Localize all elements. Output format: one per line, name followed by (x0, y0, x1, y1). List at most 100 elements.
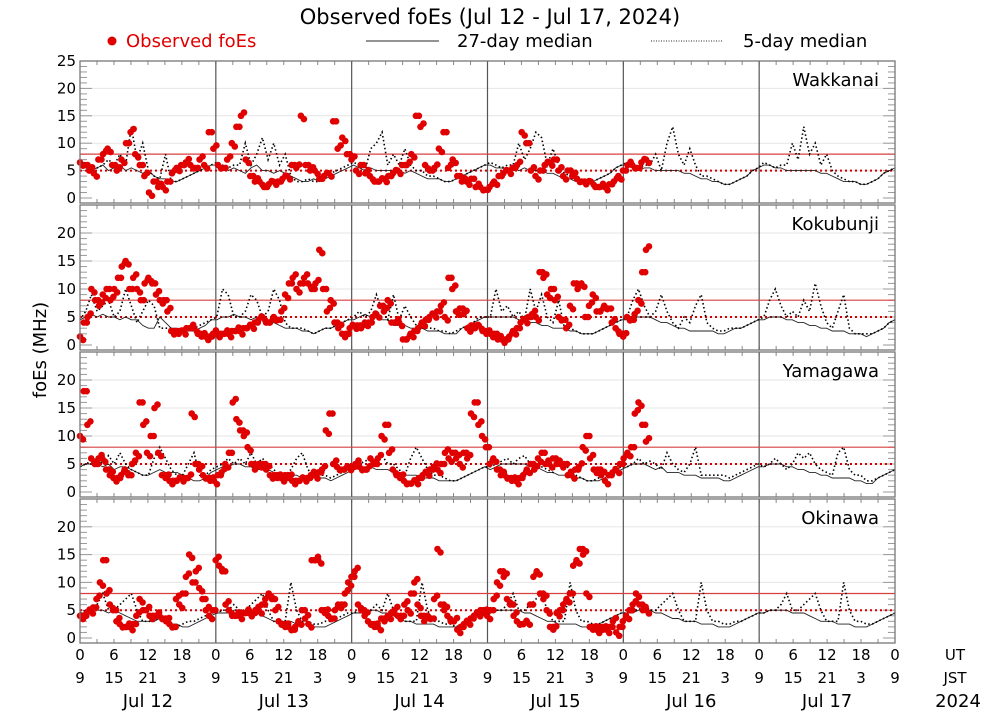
day-label: Jul 12 (122, 691, 173, 712)
observed-point (296, 161, 303, 168)
observed-point (116, 164, 124, 171)
y-tick-label: 20 (57, 518, 76, 536)
observed-point (562, 176, 570, 183)
observed-point (420, 120, 427, 127)
observed-point (645, 159, 653, 167)
observed-point (383, 178, 391, 186)
observed-point (515, 480, 522, 488)
observed-point (467, 328, 474, 335)
observed-point (329, 410, 336, 417)
observed-point (96, 592, 103, 599)
observed-point (92, 604, 100, 611)
y-tick-label: 5 (66, 308, 76, 326)
observed-point (556, 613, 563, 620)
y-tick-label: 20 (57, 79, 76, 97)
observed-point (227, 333, 235, 341)
y-tick-label: 10 (57, 427, 76, 445)
observed-point (88, 164, 96, 171)
observed-point (493, 181, 501, 189)
observed-point (337, 142, 345, 149)
observed-point (245, 159, 252, 167)
observed-point (434, 161, 441, 168)
observed-point (102, 458, 109, 466)
panel-okinawa: 0 5 10 15 20 Okinawa (57, 498, 896, 647)
observed-point (565, 321, 573, 329)
observed-point (550, 285, 558, 293)
jst-tick-label: 9 (483, 669, 493, 687)
ut-tick-label: 18 (308, 646, 327, 664)
observed-point (176, 167, 183, 175)
observed-point (167, 304, 174, 312)
observed-point (232, 395, 239, 403)
station-label: Kokubunji (792, 214, 879, 235)
observed-point (308, 624, 315, 631)
observed-point (478, 418, 485, 425)
observed-point (399, 471, 407, 478)
observed-point (563, 460, 571, 468)
observed-point (236, 123, 243, 131)
observed-point (342, 137, 349, 145)
observed-point (102, 556, 110, 564)
observed-point (288, 280, 296, 287)
y-tick-label: 10 (57, 134, 76, 152)
observed-point (486, 615, 494, 623)
observed-point (387, 615, 395, 623)
observed-point (443, 128, 450, 136)
observed-point (444, 317, 452, 324)
observed-point (553, 623, 560, 630)
observed-point (566, 599, 573, 606)
observed-point (383, 304, 391, 312)
observed-point (135, 452, 143, 460)
observed-point (191, 413, 198, 421)
ut-tick-label: 0 (483, 646, 493, 664)
observed-point (324, 606, 332, 613)
observed-point (490, 606, 497, 614)
jst-tick-label: 3 (449, 669, 459, 687)
observed-point (619, 623, 626, 631)
jst-tick-label: 9 (890, 669, 900, 687)
observed-point (99, 582, 107, 589)
ut-tick-label: 0 (754, 646, 764, 664)
observed-point (437, 469, 444, 477)
observed-point (388, 446, 396, 453)
observed-point (146, 452, 154, 460)
observed-point (301, 606, 309, 614)
observed-point (582, 447, 589, 454)
observed-point (202, 595, 209, 603)
observed-point (286, 176, 294, 183)
observed-point (240, 109, 248, 116)
panel-frame (79, 204, 896, 351)
observed-point (410, 333, 417, 341)
observed-point (332, 457, 340, 464)
observed-point (275, 603, 282, 611)
observed-point (578, 460, 586, 467)
ut-tick-label: 12 (818, 646, 837, 664)
observed-point (355, 170, 363, 178)
jst-tick-label: 9 (754, 669, 764, 687)
observed-point (288, 471, 295, 478)
observed-point (364, 609, 371, 616)
observed-point (549, 162, 556, 169)
observed-point (630, 443, 638, 451)
day-label: Jul 15 (529, 691, 580, 712)
observed-point (641, 268, 649, 276)
ut-tick-label: 0 (619, 646, 629, 664)
jst-tick-label: 15 (240, 669, 259, 687)
observed-point (351, 153, 358, 160)
observed-point (185, 570, 193, 577)
observed-point (208, 615, 216, 623)
observed-point (627, 452, 634, 460)
day-label: Jul 14 (393, 691, 444, 712)
observed-point (341, 601, 348, 608)
observed-point (576, 560, 583, 567)
observed-point (250, 325, 258, 333)
observed-point (192, 579, 199, 586)
observed-point (444, 446, 452, 453)
observed-point (98, 156, 105, 163)
panel-kokubunji: 0 5 10 15 20 Kokubunji (57, 204, 896, 354)
y-tick-label: 15 (57, 107, 76, 125)
observed-point (143, 418, 150, 425)
observed-point (516, 158, 524, 166)
observed-point (466, 181, 473, 189)
